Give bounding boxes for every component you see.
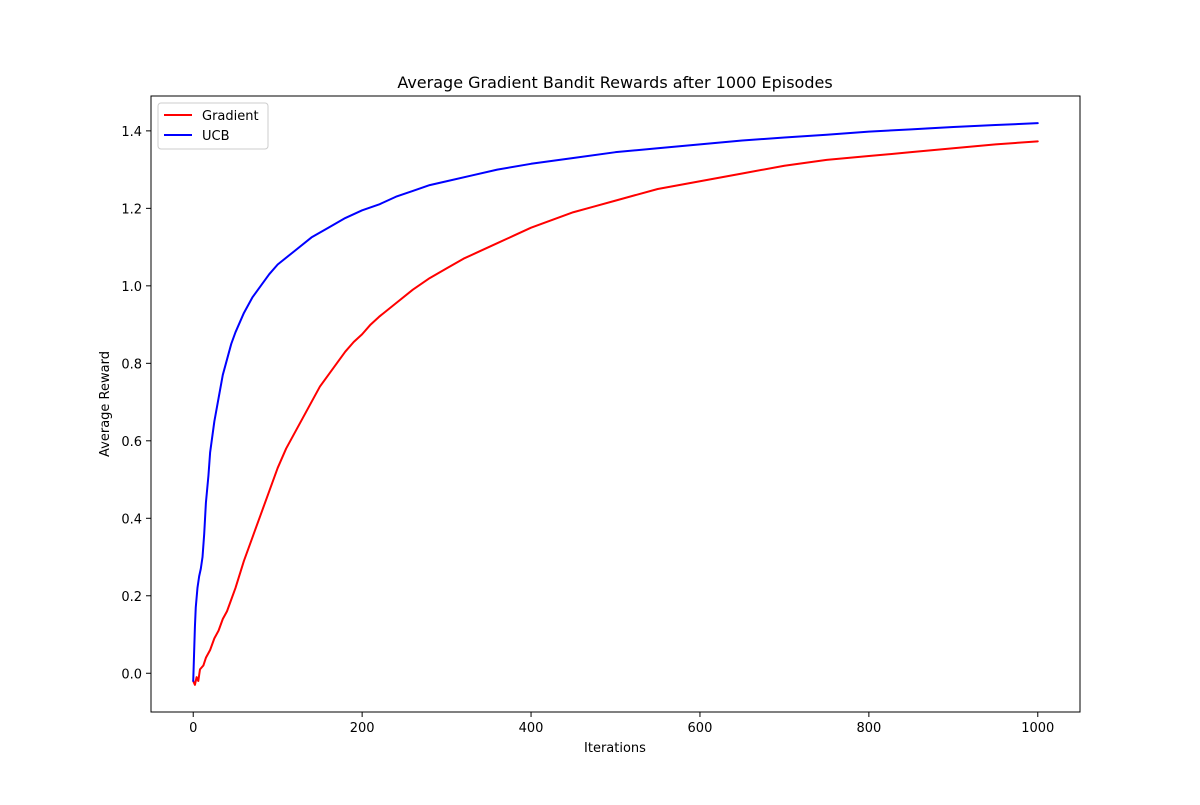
y-tick-label: 1.4 xyxy=(121,125,142,140)
x-tick-label: 600 xyxy=(688,721,713,736)
y-tick-label: 0.4 xyxy=(121,512,142,527)
legend: Gradient UCB xyxy=(157,102,269,150)
chart-title: Average Gradient Bandit Rewards after 10… xyxy=(397,73,832,92)
series-line-gradient xyxy=(192,140,1039,686)
x-axis-ticks: 0 200 400 600 800 1000 xyxy=(189,712,1054,736)
y-tick-label: 0.8 xyxy=(121,357,142,372)
legend-items: Gradient UCB xyxy=(164,109,259,144)
x-tick-label: 0 xyxy=(189,721,197,736)
y-axis-label: Average Reward xyxy=(98,351,113,457)
y-tick-label: 0.2 xyxy=(121,590,142,605)
y-tick-label: 0.0 xyxy=(121,667,142,682)
x-tick-label: 400 xyxy=(519,721,544,736)
plot-area xyxy=(150,95,1081,713)
axes-frame xyxy=(150,95,1081,713)
x-tick-label: 200 xyxy=(350,721,375,736)
y-tick-label: 0.6 xyxy=(121,435,142,450)
legend-label-ucb: UCB xyxy=(202,129,230,144)
y-tick-label: 1.2 xyxy=(121,202,142,217)
legend-label-gradient: Gradient xyxy=(202,109,259,124)
x-tick-label: 1000 xyxy=(1021,721,1054,736)
y-tick-label: 1.0 xyxy=(121,280,142,295)
x-tick-label: 800 xyxy=(856,721,881,736)
x-axis-label: Iterations xyxy=(584,741,646,756)
y-axis-ticks: 0.0 0.2 0.4 0.6 0.8 1.0 1.2 1.4 xyxy=(121,125,151,682)
series-layer xyxy=(192,122,1039,686)
series-line-ucb xyxy=(192,122,1039,683)
